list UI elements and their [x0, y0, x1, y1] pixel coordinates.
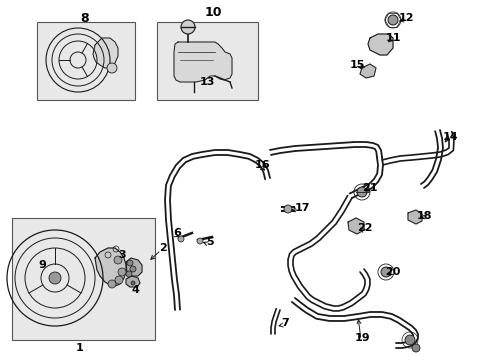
Text: 16: 16 [254, 160, 269, 170]
Polygon shape [407, 210, 421, 224]
Text: 7: 7 [281, 318, 288, 328]
Text: 19: 19 [354, 333, 370, 343]
Text: 22: 22 [357, 223, 372, 233]
Circle shape [178, 236, 183, 242]
Text: 4: 4 [131, 285, 139, 295]
Text: 10: 10 [204, 5, 221, 18]
Text: 1: 1 [76, 343, 84, 353]
Text: 21: 21 [362, 183, 377, 193]
Circle shape [411, 344, 419, 352]
Text: 3: 3 [118, 250, 125, 260]
Circle shape [197, 238, 203, 244]
Text: 12: 12 [397, 13, 413, 23]
Circle shape [118, 268, 126, 276]
Circle shape [284, 205, 291, 213]
Circle shape [127, 260, 133, 266]
Circle shape [404, 335, 414, 345]
Polygon shape [347, 218, 363, 234]
Bar [37, 22, 135, 100]
Text: 8: 8 [81, 12, 89, 24]
Circle shape [126, 271, 132, 277]
Circle shape [130, 266, 136, 272]
Circle shape [181, 20, 195, 34]
Polygon shape [174, 42, 231, 82]
Circle shape [387, 15, 397, 25]
Circle shape [108, 280, 116, 288]
Text: 6: 6 [173, 228, 181, 238]
Circle shape [114, 256, 122, 264]
Text: 18: 18 [415, 211, 431, 221]
Circle shape [356, 187, 366, 197]
Polygon shape [126, 258, 142, 276]
Polygon shape [367, 34, 392, 55]
Bar [157, 22, 258, 100]
Text: 11: 11 [385, 33, 400, 43]
Text: 5: 5 [206, 237, 213, 247]
Text: 13: 13 [199, 77, 214, 87]
Polygon shape [95, 248, 126, 286]
Polygon shape [359, 64, 375, 78]
Bar [12, 218, 155, 340]
Polygon shape [126, 276, 140, 287]
Polygon shape [93, 38, 118, 68]
Circle shape [131, 281, 135, 285]
Circle shape [107, 63, 117, 73]
Circle shape [49, 272, 61, 284]
Text: 14: 14 [442, 132, 458, 142]
Text: 2: 2 [159, 243, 166, 253]
Text: 20: 20 [385, 267, 400, 277]
Circle shape [115, 276, 123, 284]
Text: 15: 15 [348, 60, 364, 70]
Text: 9: 9 [38, 260, 46, 270]
Circle shape [380, 267, 390, 277]
Text: 17: 17 [294, 203, 309, 213]
